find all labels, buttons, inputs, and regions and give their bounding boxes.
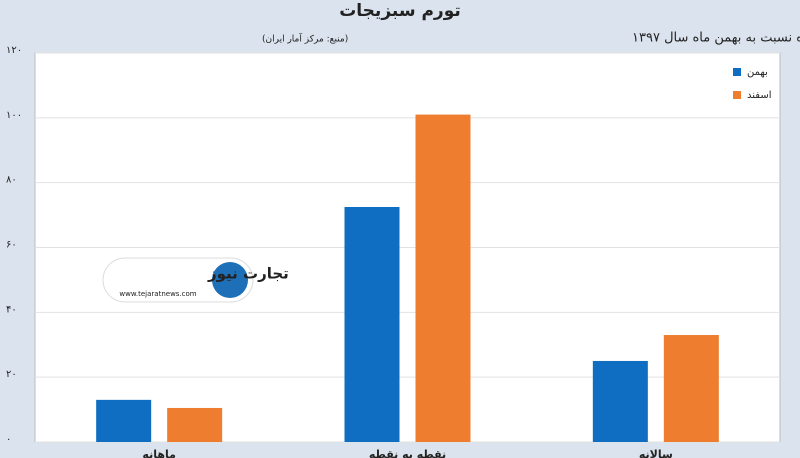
bar xyxy=(344,206,400,442)
chart-subtitle: مقایسه تورم اسفند ماه نسبت به بهمن ماه س… xyxy=(632,31,800,46)
legend-label: بهمن xyxy=(747,67,768,78)
legend-swatch xyxy=(733,68,741,76)
bar xyxy=(167,407,223,442)
y-tick-label: ۴۰ xyxy=(6,304,17,315)
watermark-name: تجارت نیوز xyxy=(207,265,289,283)
bar xyxy=(96,399,152,442)
x-tick-label: سالانه xyxy=(639,448,673,458)
legend-label: اسفند xyxy=(747,90,771,101)
x-tick-label: نقطه به نقطه xyxy=(369,448,446,458)
y-tick-label: ۰ xyxy=(6,434,11,445)
chart-source: (منبع: مرکز آمار ایران) xyxy=(262,33,348,45)
x-tick-label: ماهانه xyxy=(142,448,176,458)
y-tick-label: ۸۰ xyxy=(6,175,17,186)
bar xyxy=(663,335,719,442)
watermark-url: www.tejaratnews.com xyxy=(119,290,196,298)
watermark-logo xyxy=(212,262,248,298)
legend-swatch xyxy=(733,91,741,99)
y-tick-label: ۱۰۰ xyxy=(6,110,22,121)
chart-title: تورم سبزیجات xyxy=(339,1,461,21)
bar xyxy=(592,360,648,442)
watermark: تجارت نیوز www.tejaratnews.com xyxy=(102,257,289,303)
y-tick-label: ۶۰ xyxy=(6,240,17,251)
bar xyxy=(415,114,471,442)
watermark-badge xyxy=(102,257,254,303)
y-tick-label: ۲۰ xyxy=(6,369,17,380)
y-tick-label: ۱۲۰ xyxy=(6,45,22,56)
